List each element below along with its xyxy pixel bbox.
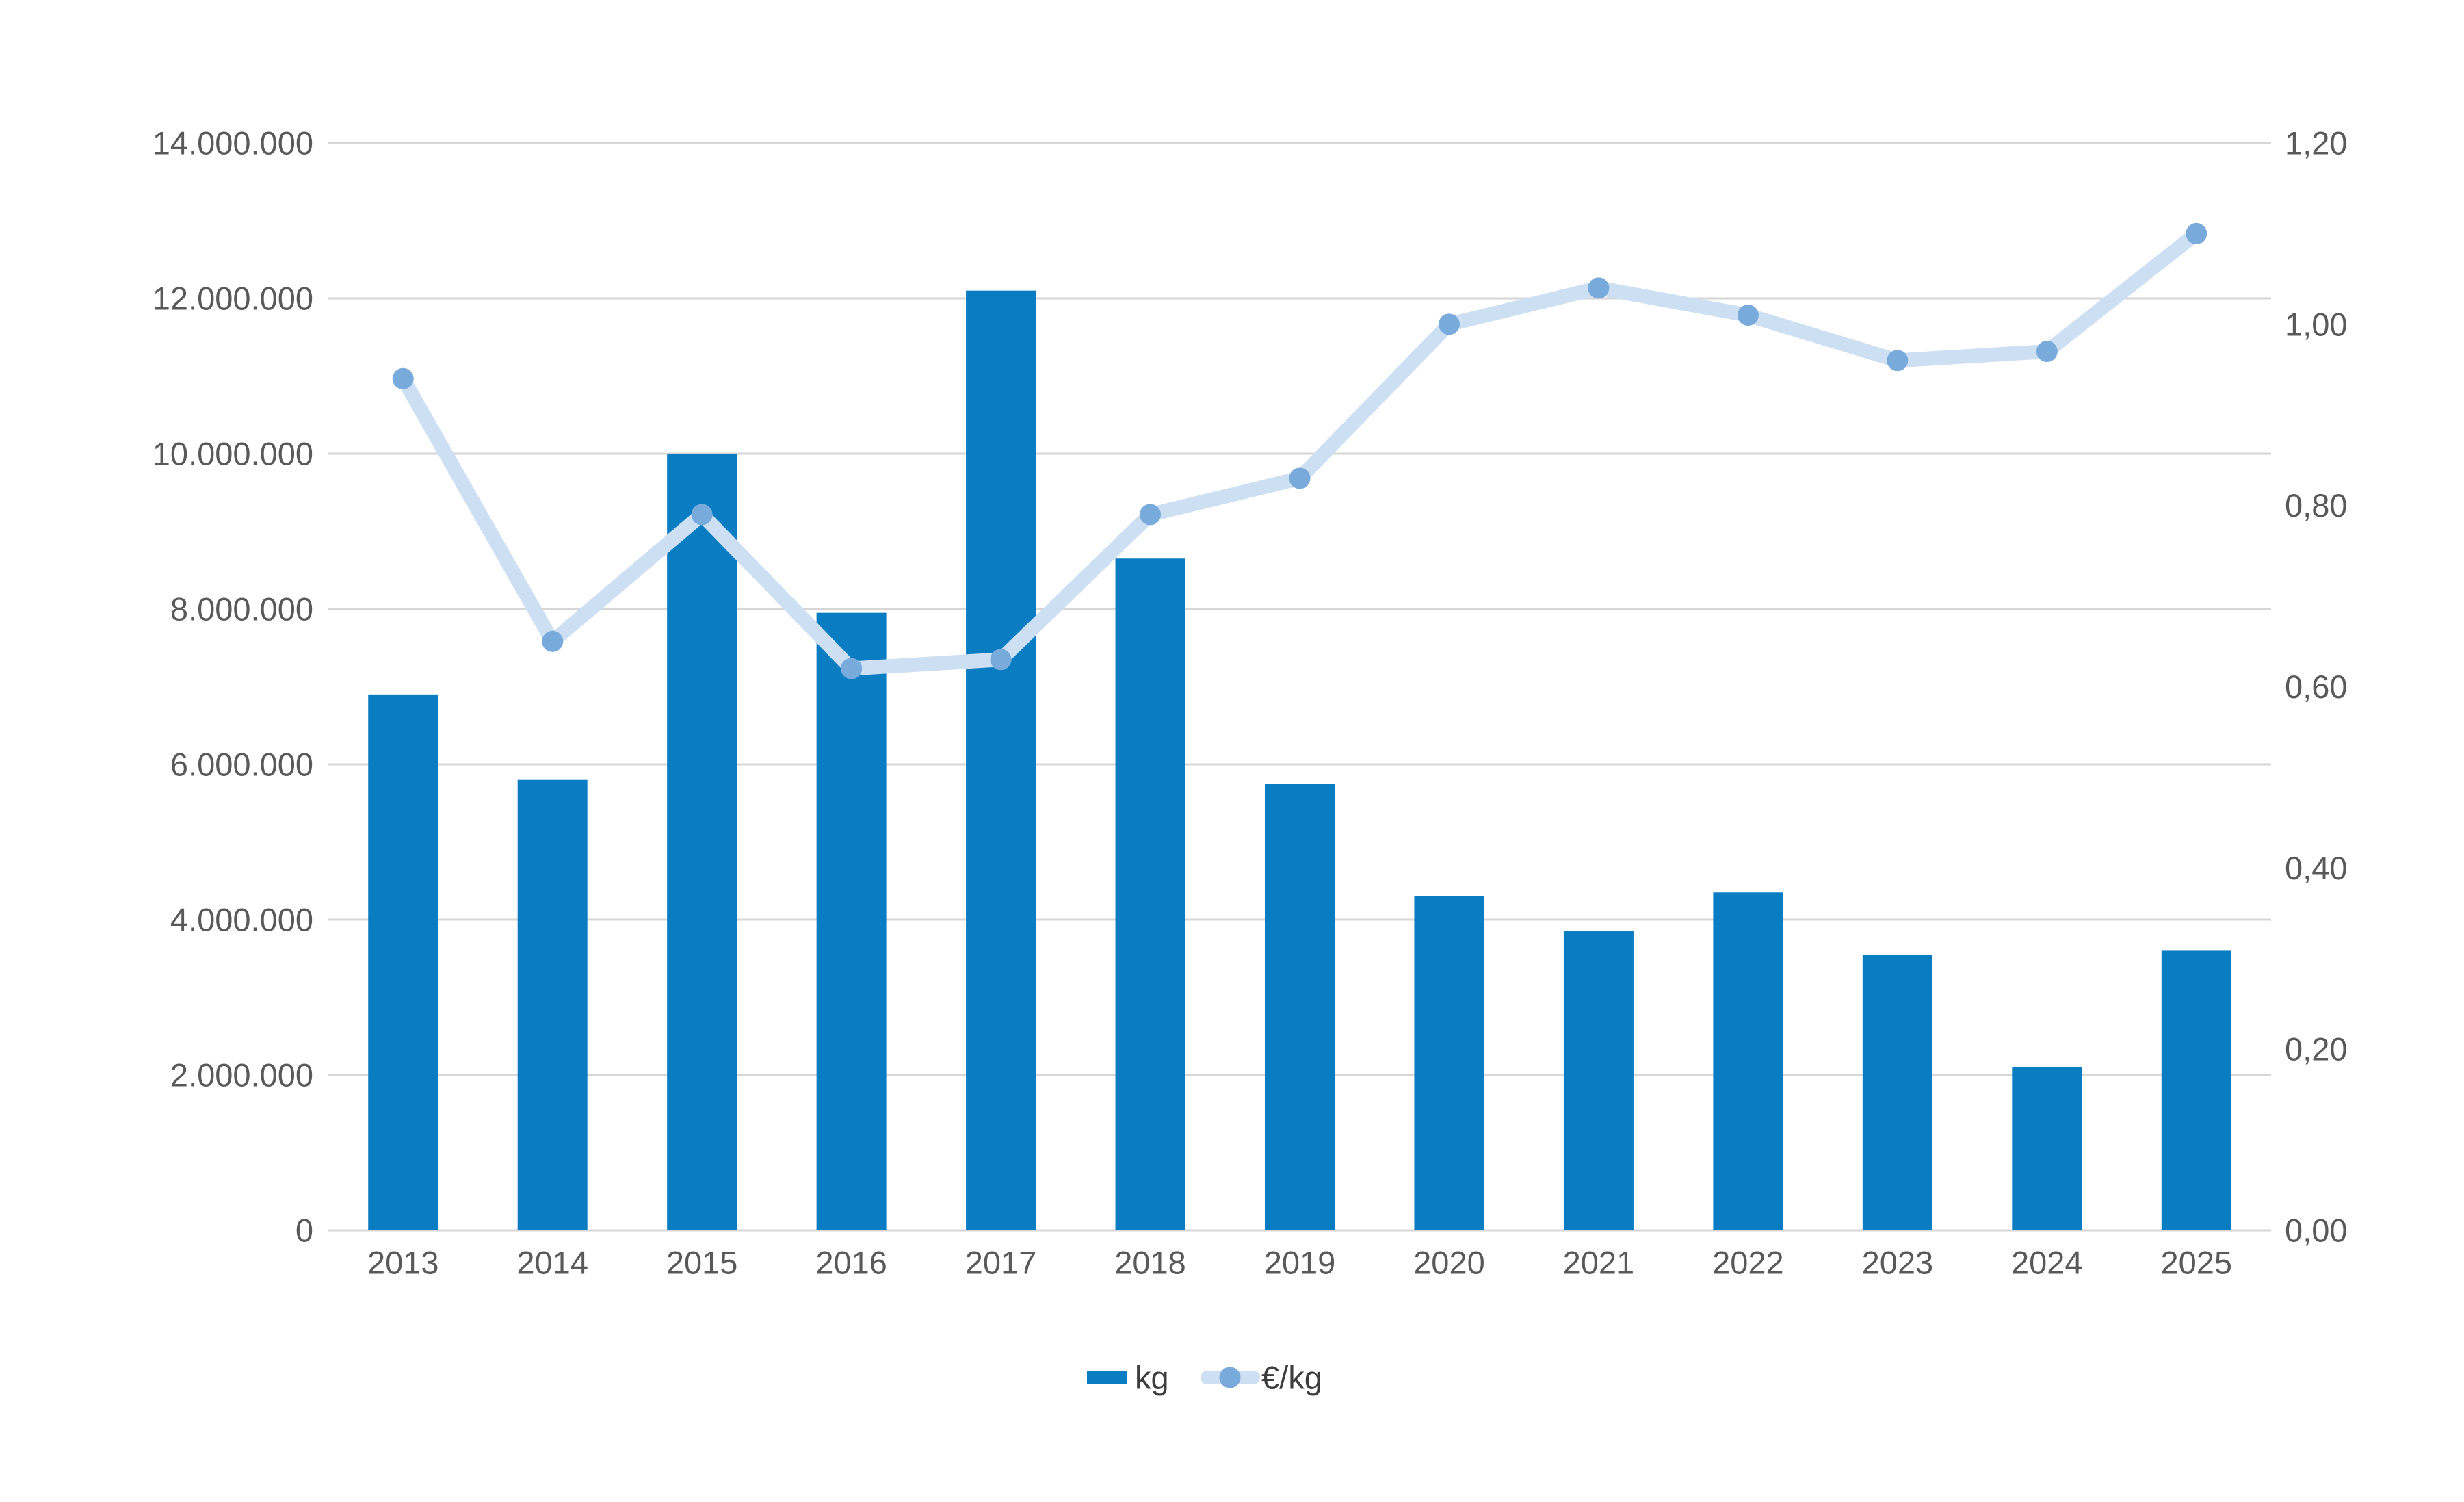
x-axis-label-2013: 2013 [367, 1245, 439, 1281]
x-axis-label-2022: 2022 [1712, 1245, 1784, 1281]
bar-2015 [667, 454, 737, 1230]
marker-2022 [1737, 305, 1759, 326]
y-axis-left-label-0: 0 [296, 1213, 313, 1249]
legend-eur-per-kg-label: €/kg [1261, 1360, 1322, 1396]
bar-2021 [1563, 931, 1634, 1230]
x-axis-label-2024: 2024 [2011, 1245, 2083, 1281]
y-axis-right-label-0,20: 0,20 [2285, 1031, 2347, 1067]
marker-2019 [1289, 467, 1311, 489]
marker-2013 [392, 367, 414, 389]
y-axis-left-label-12.000.000: 12.000.000 [153, 281, 313, 317]
y-axis-right-label-1,20: 1,20 [2285, 125, 2347, 161]
bar-2024 [2012, 1067, 2082, 1230]
marker-2025 [2186, 222, 2207, 244]
y-axis-right-label-0,40: 0,40 [2285, 850, 2347, 886]
bar-2017 [966, 290, 1036, 1230]
y-axis-left-label-8.000.000: 8.000.000 [170, 591, 313, 627]
bar-2020 [1414, 896, 1484, 1230]
x-axis-label-2019: 2019 [1264, 1245, 1336, 1281]
x-axis-label-2014: 2014 [516, 1245, 588, 1281]
x-axis-label-2023: 2023 [1862, 1245, 1934, 1281]
y-axis-right-label-0,60: 0,60 [2285, 669, 2347, 705]
line-markers [392, 222, 2207, 679]
x-axis-label-2020: 2020 [1413, 1245, 1485, 1281]
marker-2024 [2036, 341, 2058, 363]
marker-2018 [1140, 504, 1162, 526]
x-axis-label-2017: 2017 [965, 1245, 1037, 1281]
legend-kg-label: kg [1135, 1360, 1169, 1396]
legend-eur-per-kg-marker [1219, 1367, 1241, 1388]
y-axis-left-label-2.000.000: 2.000.000 [170, 1057, 313, 1093]
marker-2016 [841, 658, 863, 679]
marker-2023 [1887, 350, 1909, 372]
y-axis-right: 0,00 0,20 0,40 0,60 0,80 1,00 1,20 [2285, 125, 2347, 1249]
marker-2017 [990, 649, 1012, 671]
y-axis-left-label-4.000.000: 4.000.000 [170, 902, 313, 938]
x-axis: 2013 2014 2015 2016 2017 2018 2019 2020 2021 2022… [367, 1245, 2232, 1281]
bar-2022 [1713, 892, 1783, 1230]
y-axis-right-label-0,80: 0,80 [2285, 487, 2347, 523]
x-axis-label-2018: 2018 [1114, 1245, 1186, 1281]
bar-2016 [816, 612, 887, 1230]
marker-2015 [691, 504, 713, 526]
marker-2014 [542, 630, 564, 652]
bar-2019 [1265, 784, 1335, 1230]
y-axis-left-label-14.000.000: 14.000.000 [153, 125, 313, 161]
y-axis-right-label-1,00: 1,00 [2285, 306, 2347, 342]
bar-2018 [1115, 558, 1185, 1230]
bar-2025 [2161, 950, 2231, 1230]
bar-2014 [517, 779, 588, 1230]
x-axis-label-2016: 2016 [815, 1245, 887, 1281]
x-axis-label-2021: 2021 [1563, 1245, 1635, 1281]
legend-kg-swatch [1087, 1371, 1127, 1384]
x-axis-label-2025: 2025 [2160, 1245, 2232, 1281]
marker-2020 [1438, 313, 1460, 335]
x-axis-label-2015: 2015 [666, 1245, 738, 1281]
marker-2021 [1588, 277, 1610, 299]
bar-2023 [1862, 955, 1932, 1230]
bar-series-kg [368, 290, 2231, 1230]
y-axis-left-label-6.000.000: 6.000.000 [170, 747, 313, 783]
y-axis-right-label-0,00: 0,00 [2285, 1213, 2347, 1249]
y-axis-left-label-10.000.000: 10.000.000 [153, 436, 313, 472]
bar-2013 [368, 694, 438, 1230]
legend: kg €/kg [1087, 1360, 1322, 1396]
y-axis-left: 0 2.000.000 4.000.000 6.000.000 8.000.000 10.… [153, 125, 313, 1249]
